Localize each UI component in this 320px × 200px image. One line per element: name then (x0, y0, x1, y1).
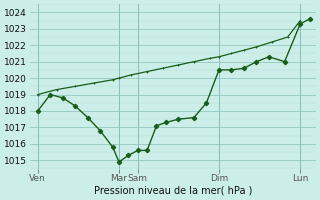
X-axis label: Pression niveau de la mer( hPa ): Pression niveau de la mer( hPa ) (94, 186, 252, 196)
